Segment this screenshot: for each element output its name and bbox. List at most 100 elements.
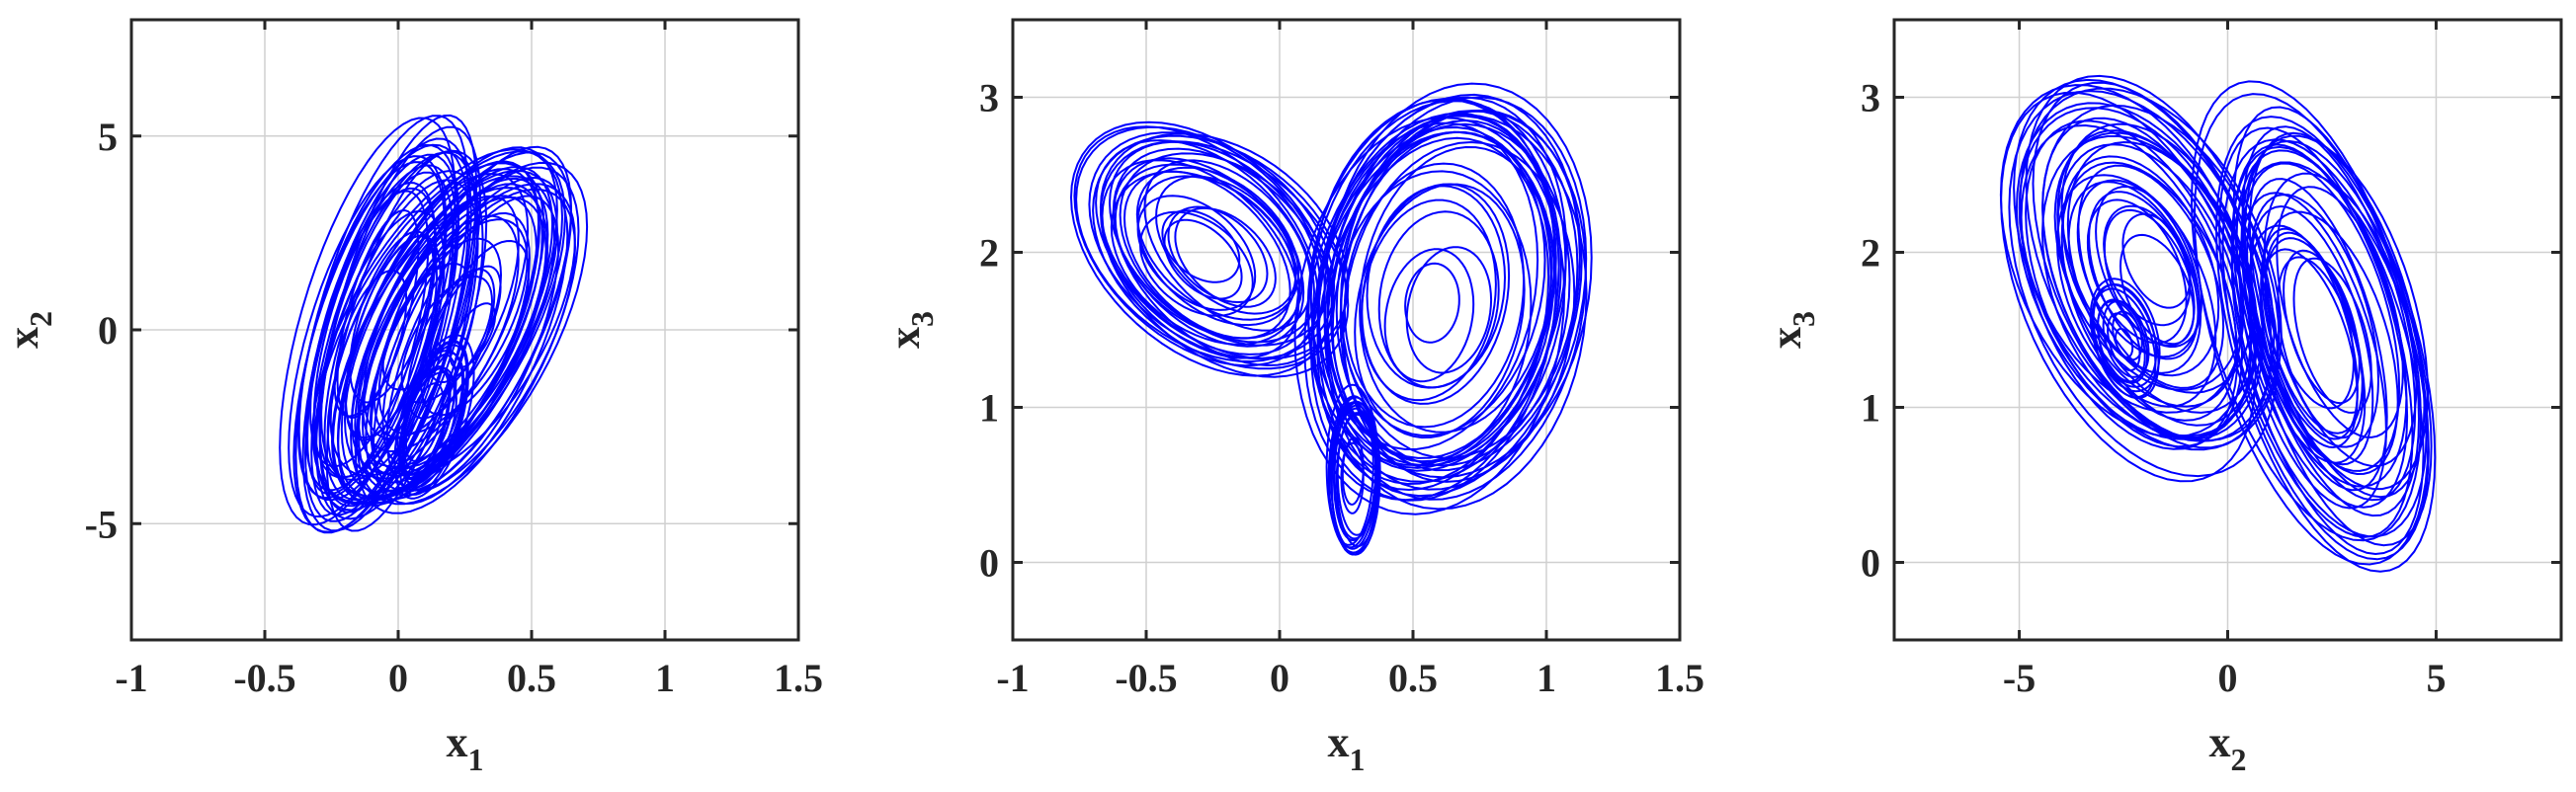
trajectory-loop [1383, 248, 1475, 383]
trajectory-loop [2261, 227, 2359, 440]
phase-plot-x1-x2: -1 -0.5 0 0.5 1 1.5 -5 0 5 x1 x2 [0, 18, 823, 777]
trajectory-loop [356, 161, 589, 506]
trajectory-loop [2264, 237, 2364, 435]
trajectory-loop [1361, 183, 1511, 405]
trajectory-loop [1088, 131, 1336, 359]
x-tick-label: -1 [115, 656, 147, 700]
trajectory-loop [2097, 298, 2148, 384]
trajectory-loop [2221, 138, 2430, 561]
phase-plot-x1-x3: -1 -0.5 0 0.5 1 1.5 0 1 2 3 x1 x3 [880, 18, 1704, 777]
trajectory-loop [345, 235, 438, 441]
x-tick-label: 1.5 [1655, 656, 1704, 700]
x-tick-label: 1.5 [774, 656, 823, 700]
trajectory-loop [370, 145, 572, 493]
trajectory-loop [2230, 161, 2428, 538]
phase-plot-x2-x3: -5 0 5 0 1 2 3 x2 x3 [1762, 18, 2563, 777]
y-tick-label: 2 [1861, 231, 1880, 276]
trajectory-loop [2283, 249, 2361, 405]
trajectory-loop [2103, 208, 2196, 347]
trajectory-loop [2095, 186, 2202, 349]
trajectory-loop [1119, 152, 1330, 347]
axes-frame [1011, 18, 1682, 642]
trajectory-loop [404, 382, 445, 462]
trajectory-loop [2091, 287, 2157, 399]
trajectory-loop [372, 177, 569, 505]
x-tick-label: 0 [2218, 656, 2238, 700]
trajectory-loop [337, 160, 540, 507]
y-tick-label: 0 [1861, 541, 1880, 586]
trajectory-loop [332, 187, 549, 501]
trajectory-loop [2248, 224, 2367, 464]
trajectory-loop [1404, 262, 1460, 344]
x-tick-label: 5 [2426, 656, 2446, 700]
y-tick-label: 1 [979, 386, 999, 431]
trajectory-loop [2077, 164, 2225, 389]
trajectory-loop [398, 340, 468, 485]
trajectory-loop [1174, 206, 1277, 308]
trajectory-loop [398, 344, 469, 496]
trajectory-loop [2243, 134, 2430, 491]
trajectory-loop [323, 179, 479, 502]
y-tick-label: 5 [98, 115, 118, 159]
trajectory-loop [2015, 102, 2259, 440]
y-tick-label: 0 [979, 541, 999, 586]
trajectory-loop [1328, 401, 1374, 546]
trajectory-loop [1354, 183, 1526, 439]
trajectory-loop [1405, 246, 1493, 374]
x-tick-label: -5 [2003, 656, 2036, 700]
trajectory-loop [301, 137, 472, 532]
trajectory [1070, 82, 1593, 556]
trajectory-loop [2218, 126, 2414, 538]
trajectory-loop [1095, 139, 1315, 356]
trajectory-loop [2008, 90, 2280, 478]
trajectory-loop [2260, 210, 2399, 475]
trajectory-loop [1155, 175, 1297, 315]
x-tick-label: 0.5 [1388, 656, 1438, 700]
y-tick-label: -5 [85, 502, 118, 546]
x-tick-label: 1 [655, 656, 675, 700]
trajectory-loop [344, 170, 558, 480]
trajectory-loop [2241, 162, 2401, 472]
trajectory-loop [1377, 210, 1500, 389]
trajectory-loop [1075, 125, 1326, 362]
y-tick-label: 3 [1861, 76, 1880, 120]
trajectory-loop [1341, 436, 1365, 506]
trajectory-loop [304, 187, 438, 492]
x-tick-label: -0.5 [233, 656, 295, 700]
trajectory-loop [2013, 78, 2264, 437]
x-axis-label: x2 [2209, 718, 2247, 777]
trajectory-loop [1366, 185, 1506, 389]
x-tick-label: 1 [1537, 656, 1556, 700]
trajectory-loop [1360, 198, 1497, 402]
x-axis-label: x1 [447, 718, 484, 777]
trajectory-loop [1303, 112, 1560, 502]
axes-frame [1892, 18, 2563, 642]
trajectory-loop [292, 143, 470, 533]
trajectory-loop [1167, 205, 1269, 303]
trajectory-loop [2107, 312, 2141, 372]
trajectory-loop [1100, 140, 1350, 378]
trajectory-loop [1112, 147, 1334, 366]
trajectory-loop [2246, 178, 2388, 492]
trajectory-loop [2061, 155, 2220, 377]
trajectory-loop [1309, 98, 1562, 467]
trajectory-loop [402, 354, 457, 472]
trajectory [1999, 74, 2437, 573]
y-tick-label: 2 [979, 231, 999, 276]
trajectory-loop [2241, 125, 2417, 502]
trajectory-loop [1359, 146, 1553, 434]
trajectory-loop [2115, 327, 2134, 358]
trajectory-loop [1999, 84, 2253, 438]
trajectory-loop [1331, 170, 1533, 463]
trajectory-loop [2056, 129, 2257, 427]
trajectory-loop [294, 115, 469, 534]
x-tick-label: 0.5 [507, 656, 556, 700]
trajectory-loop [2191, 80, 2422, 542]
y-tick-label: 3 [979, 76, 999, 120]
axes-frame [129, 18, 800, 642]
trajectory-loop [1123, 170, 1291, 340]
trajectory-loop [2102, 299, 2150, 378]
y-tick-label: 0 [98, 308, 118, 353]
trajectory-loop [1136, 195, 1257, 311]
